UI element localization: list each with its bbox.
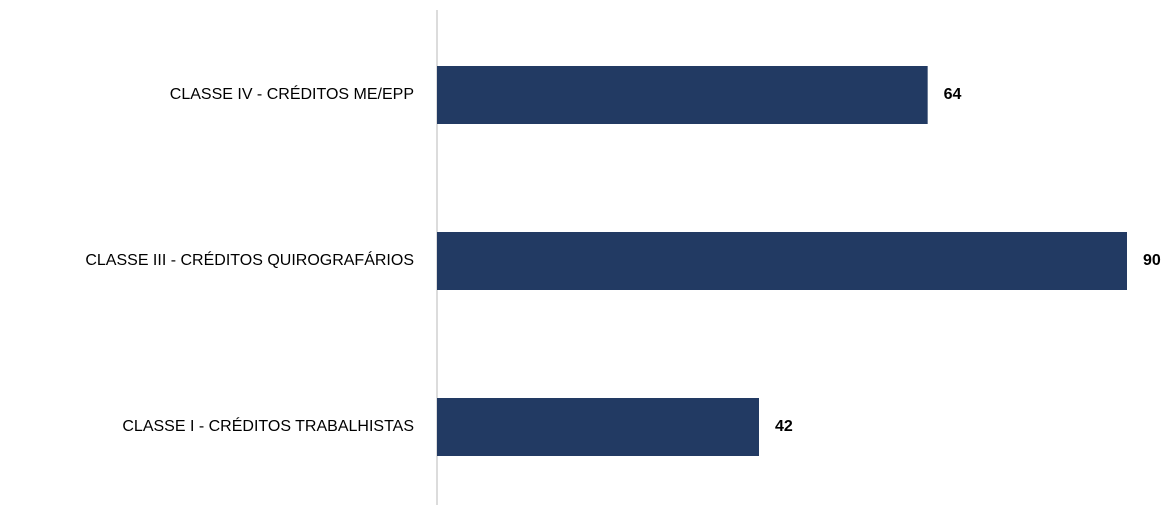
category-label: CLASSE III - CRÉDITOS QUIROGRAFÁRIOS [85,250,414,269]
bar [437,398,759,456]
data-label: 90 [1143,252,1161,269]
data-label: 64 [944,86,962,103]
data-label: 42 [775,418,793,435]
bar [437,232,1127,290]
bar [437,66,928,124]
category-label: CLASSE I - CRÉDITOS TRABALHISTAS [122,416,414,435]
category-label: CLASSE IV - CRÉDITOS ME/EPP [170,84,414,103]
